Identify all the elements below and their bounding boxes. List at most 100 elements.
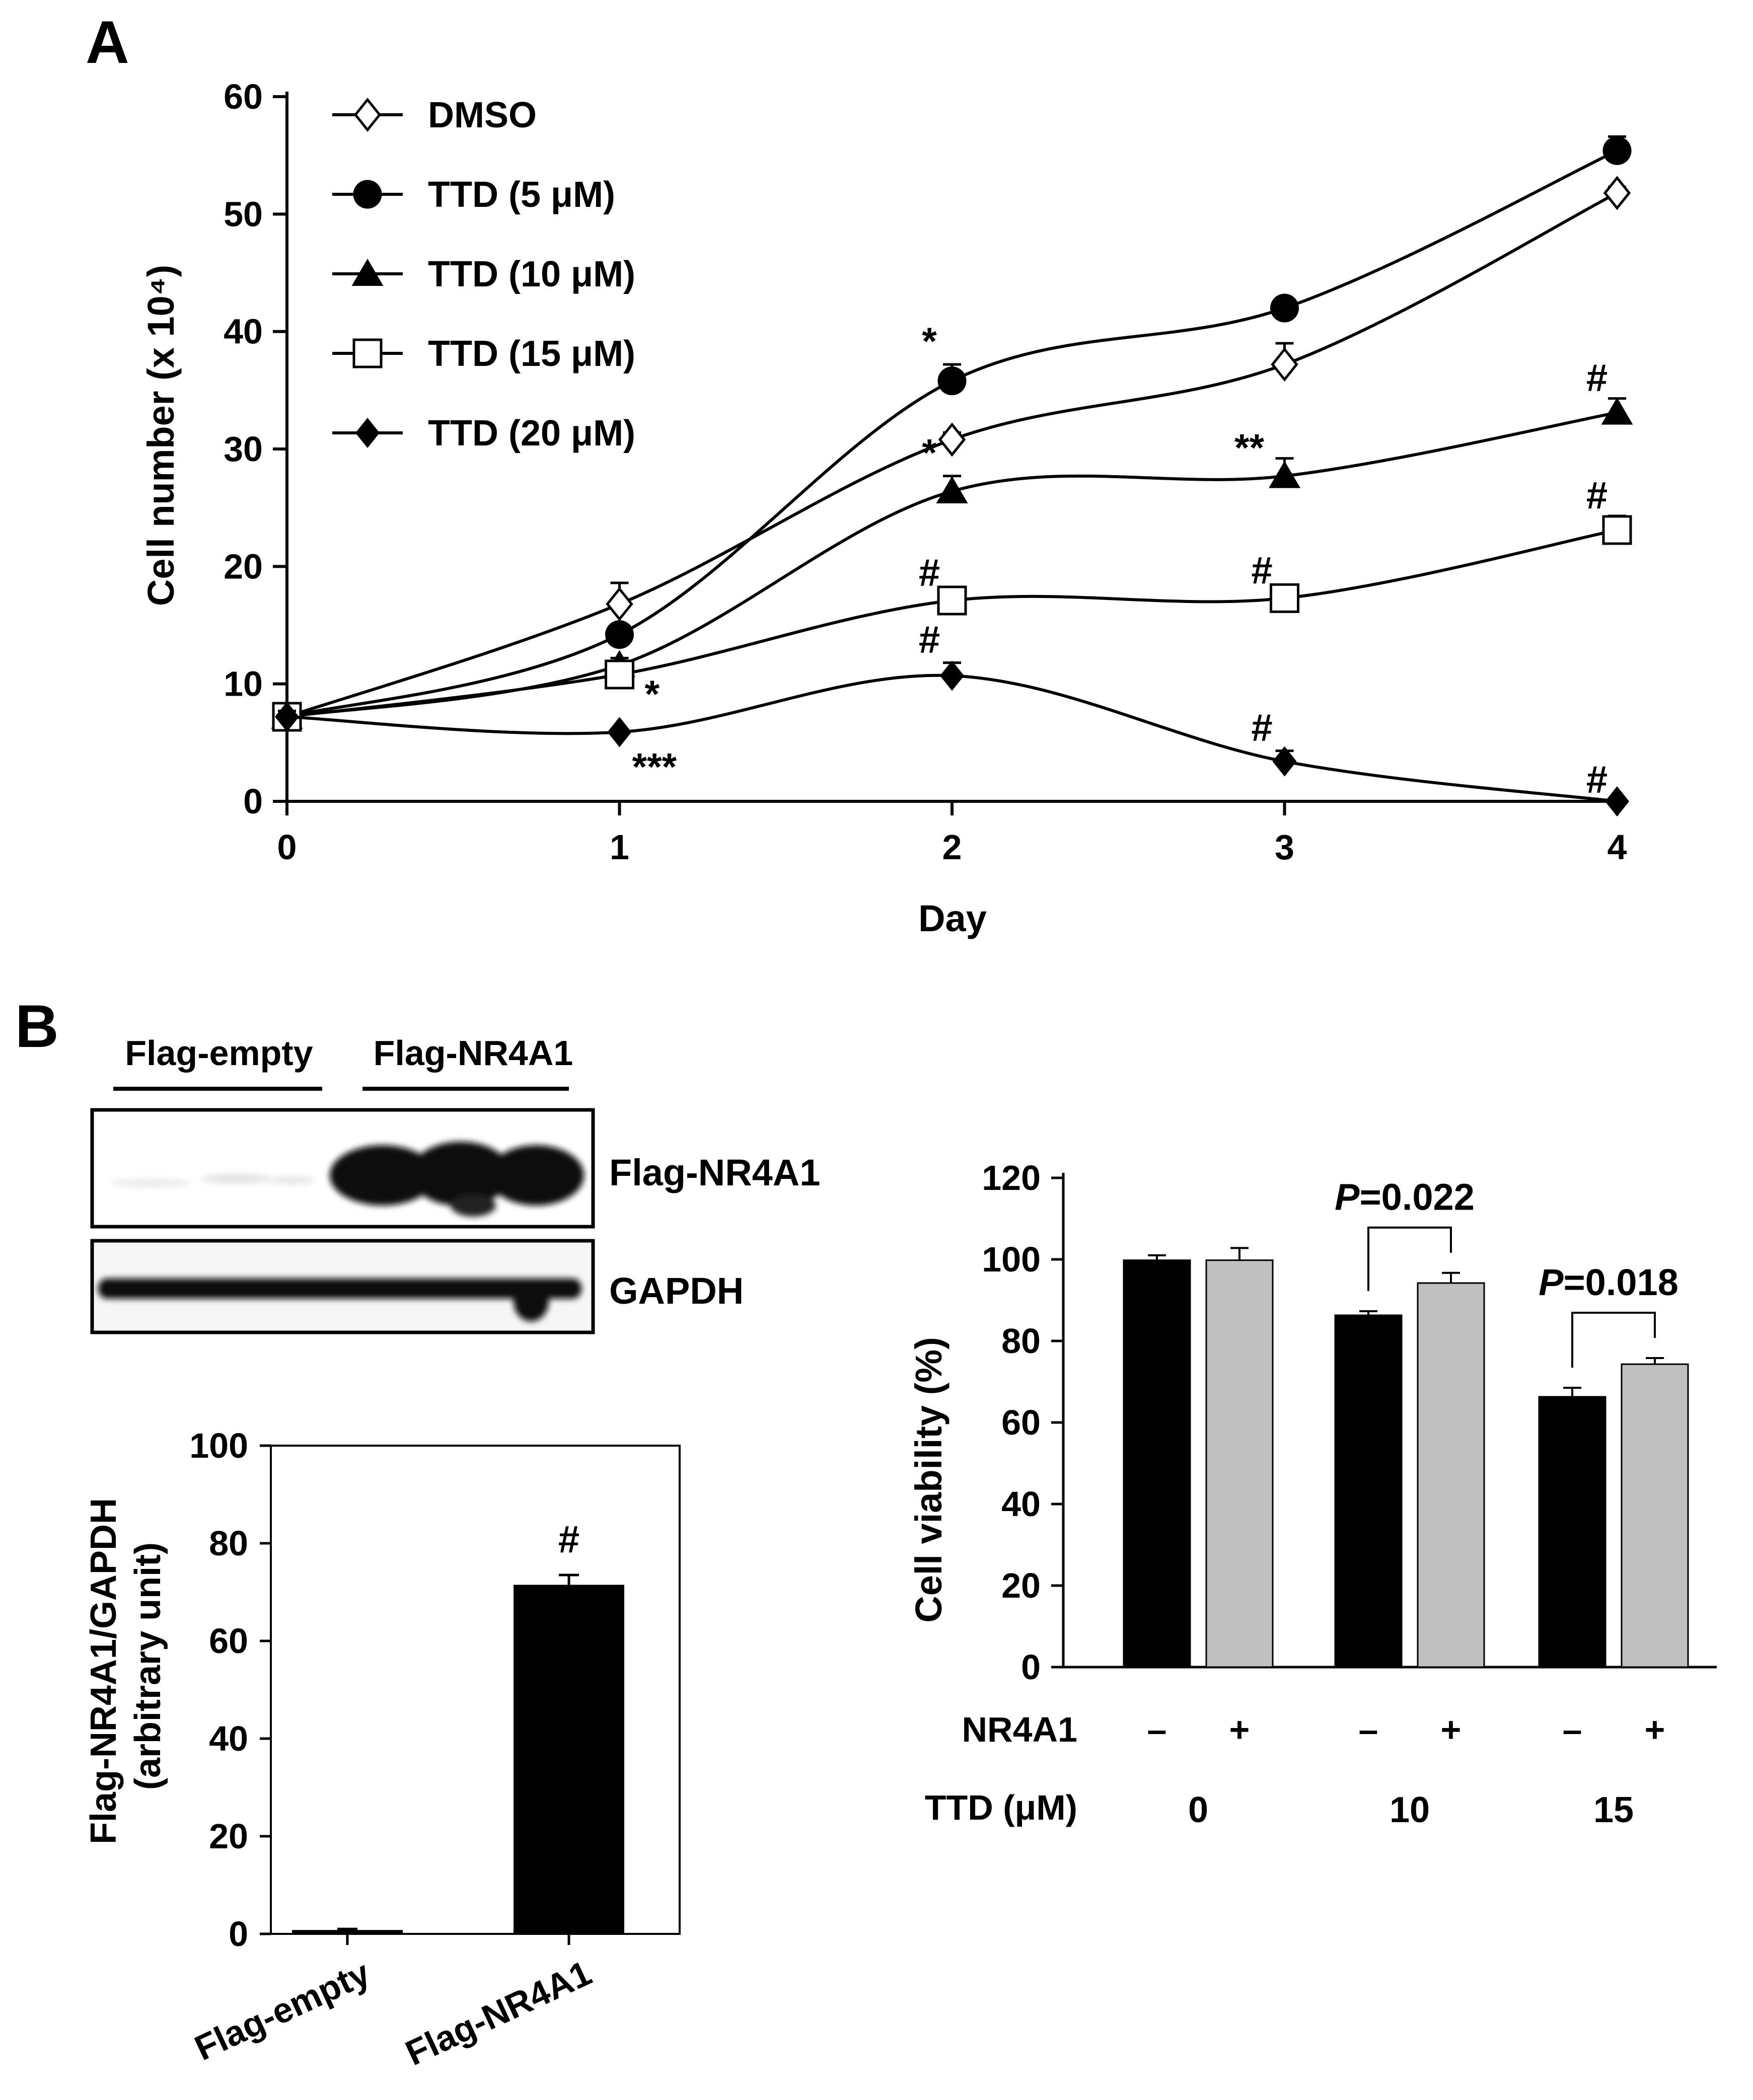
chartA-legend-label: DMSO: [428, 95, 537, 135]
chartA-data-point: [1601, 397, 1633, 425]
chartC-ttd-value: 15: [1593, 1790, 1634, 1830]
chartA-data-point: [1271, 347, 1298, 382]
chartB-x-tick-label: Flag-NR4A1: [400, 1953, 598, 2073]
chartA-data-point: [1269, 461, 1300, 488]
chartC-nr4a1-sign: –: [1147, 1710, 1167, 1749]
chartB-bar: [292, 1930, 403, 1934]
chartA-x-tick-label: 2: [942, 828, 962, 867]
chartC-ttd-value: 0: [1188, 1790, 1208, 1830]
chartA-series-4: *** # # #: [275, 619, 1629, 816]
chartA-data-point: [937, 585, 967, 616]
chartB-x-tick-label: Flag-empty: [189, 1953, 376, 2068]
chartA-x-tick-label: 1: [610, 828, 629, 867]
chartB-y-tick-label: 40: [209, 1719, 248, 1758]
chartA-legend-label: TTD (20 μM): [428, 413, 635, 454]
chartC-row-label-ttd: TTD (μM): [925, 1788, 1077, 1827]
chartA-x-label: Day: [918, 897, 987, 939]
chartA-significance-label: #: [1586, 759, 1608, 801]
chartA-legend-marker: [351, 259, 384, 286]
chartA-significance-label: *: [922, 432, 937, 475]
chartA-significance-label: #: [1586, 474, 1608, 517]
chartC-row-label-nr4a1: NR4A1: [962, 1710, 1077, 1749]
chartC-bar: [1123, 1259, 1191, 1668]
nr4a1-expression-bar-chart: Flag-NR4A1/GAPDH (arbitrary unit) 0 20 40 6…: [84, 1426, 681, 2073]
chartB-y-label: Flag-NR4A1/GAPDH (arbitrary unit): [84, 1488, 168, 1844]
chartA-legend-entry: TTD (10 μM): [332, 254, 635, 294]
chartA-y-tick-label: 0: [243, 782, 263, 821]
chartA-legend-marker: [355, 418, 380, 448]
chartC-nr4a1-sign: +: [1645, 1710, 1665, 1749]
chartC-nr4a1-sign: +: [1229, 1710, 1250, 1749]
western-blot: Flag-empty Flag-NR4A1 Flag-NR4A1 GAPDH: [90, 1033, 820, 1334]
chartA-significance-label: **: [1234, 427, 1265, 470]
chartA-significance-label: #: [919, 552, 940, 594]
chartA-y-tick-label: 60: [224, 77, 263, 116]
chartA-data-point: [1605, 786, 1629, 816]
chartB-bar: [514, 1585, 624, 1934]
blot-gapdh-band: [98, 1279, 581, 1321]
chartA-legend-label: TTD (15 μM): [428, 334, 635, 374]
chartA-y-tick-label: 30: [224, 429, 263, 469]
chartA-y-label: Cell number (x 10⁴): [140, 265, 182, 606]
chartC-y-tick-label: 120: [982, 1158, 1041, 1197]
chartA-data-point: [940, 660, 964, 691]
chartA-legend-entry: TTD (5 μM): [332, 175, 615, 215]
chartC-y-label: Cell viability (%): [908, 1337, 949, 1622]
chartA-y-tick-label: 40: [224, 312, 263, 351]
chartB-y-tick-label: 20: [209, 1817, 248, 1856]
chartA-series-3: * # # #: [272, 474, 1632, 732]
chartA-data-point: [938, 422, 966, 457]
chartA-significance-label: #: [1251, 707, 1272, 749]
growth-line-chart: Cell number (x 10⁴) Day 0 10 20 30 40 50 60 0 1 2…: [140, 77, 1633, 939]
chartA-legend-marker: [353, 180, 382, 209]
chartA-legend-marker: [352, 338, 383, 368]
chartC-y-tick-label: 80: [1001, 1321, 1041, 1361]
chartC-nr4a1-sign: –: [1563, 1710, 1582, 1749]
panel-b-label: B: [15, 993, 59, 1060]
blot-band-label-flag: Flag-NR4A1: [609, 1152, 820, 1193]
chartA-data-point: [936, 476, 968, 503]
chartA-significance-label: #: [1251, 549, 1272, 592]
chartA-legend-entry: TTD (15 μM): [332, 334, 635, 374]
chartC-p-bracket: [1367, 1226, 1452, 1291]
panel-a-label: A: [86, 9, 129, 76]
chartA-significance-label: #: [919, 619, 940, 661]
chartC-y-tick-label: 20: [1001, 1566, 1041, 1605]
chartA-significance-label: *: [922, 320, 937, 363]
chartB-y-tick-label: 80: [209, 1524, 248, 1563]
chartB-y-tick-label: 0: [229, 1914, 248, 1954]
chartC-ttd-value: 10: [1390, 1790, 1430, 1830]
chartC-bar: [1538, 1396, 1606, 1668]
chartA-y-tick-label: 50: [224, 194, 263, 234]
chartB-y-tick-label: 100: [189, 1426, 248, 1465]
chartA-data-point: [1270, 583, 1299, 613]
chartA-significance-label: ***: [632, 745, 677, 788]
chartA-data-point: [937, 366, 967, 396]
chartA-data-point: [1602, 136, 1632, 165]
chartC-y-tick-label: 0: [1021, 1647, 1041, 1687]
chartB-significance-label: #: [558, 1518, 579, 1561]
chartA-x-tick-label: 3: [1275, 828, 1294, 867]
blot-flag-bands: [111, 1142, 584, 1217]
chartA-data-point: [1602, 515, 1632, 545]
chartA-legend-label: TTD (5 μM): [428, 175, 615, 215]
chartC-nr4a1-sign: –: [1359, 1710, 1378, 1749]
chartA-data-point: [275, 702, 299, 732]
chartA-significance-label: *: [645, 673, 660, 716]
blot-band-label-gapdh: GAPDH: [609, 1270, 744, 1312]
chartA-data-point: [607, 717, 632, 747]
chartB-y-tick-label: 60: [209, 1621, 248, 1661]
chartA-data-point: [1270, 293, 1299, 323]
chartA-legend-marker: [353, 97, 382, 132]
chartC-bar: [1417, 1282, 1485, 1668]
chartA-x-tick-label: 0: [277, 828, 297, 867]
chartC-bar: [1334, 1314, 1403, 1668]
chartA-data-point: [605, 659, 634, 690]
chartA-data-point: [1603, 176, 1631, 210]
blot-group-label-empty: Flag-empty: [125, 1033, 313, 1073]
chartC-p-value-label: P=0.022: [1335, 1176, 1475, 1218]
chartC-bar: [1621, 1363, 1689, 1668]
chartC-p-value-label: P=0.018: [1539, 1261, 1678, 1303]
